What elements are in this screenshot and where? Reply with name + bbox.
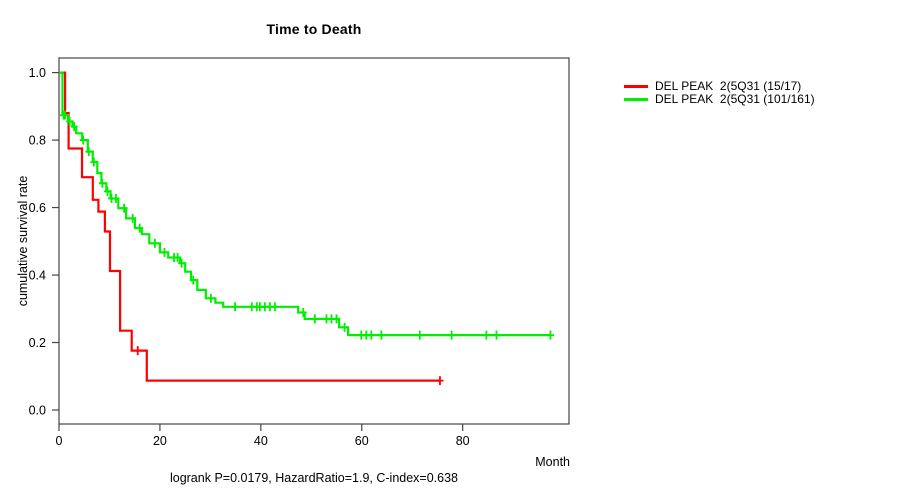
legend-item-label: DEL PEAK 2(5Q31 (15/17) [655,79,802,93]
x-axis-ticks: 0 20 40 60 80 [56,424,470,448]
legend-item: DEL PEAK 2(5Q31 (101/161) [624,93,815,106]
y-axis-ticks: 0.0 0.2 0.4 0.6 0.8 1.0 [29,66,59,417]
censor-marks-green [60,110,554,340]
svg-text:0.4: 0.4 [29,268,46,282]
series-curve-red [59,71,440,382]
plot-frame [58,57,570,425]
legend-line-swatch [624,98,648,101]
chart-title: Time to Death [266,21,362,37]
svg-text:60: 60 [355,434,369,448]
svg-text:40: 40 [254,434,268,448]
censor-marks-red [134,346,444,386]
svg-text:0.6: 0.6 [29,201,46,215]
legend-item: DEL PEAK 2(5Q31 (15/17) [624,80,815,93]
svg-text:0: 0 [56,434,63,448]
svg-text:0.2: 0.2 [29,336,46,350]
svg-text:1.0: 1.0 [29,66,46,80]
legend-line-swatch [624,85,648,88]
x-axis-label: Month [535,455,570,469]
svg-text:0.8: 0.8 [29,133,46,147]
svg-text:0.0: 0.0 [29,403,46,417]
legend: DEL PEAK 2(5Q31 (15/17) DEL PEAK 2(5Q31 (… [624,80,815,106]
series-curve-green [59,71,551,337]
stats-annotation: logrank P=0.0179, HazardRatio=1.9, C-ind… [169,471,459,485]
legend-item-label: DEL PEAK 2(5Q31 (101/161) [655,92,815,106]
svg-text:80: 80 [456,434,470,448]
svg-text:20: 20 [153,434,167,448]
